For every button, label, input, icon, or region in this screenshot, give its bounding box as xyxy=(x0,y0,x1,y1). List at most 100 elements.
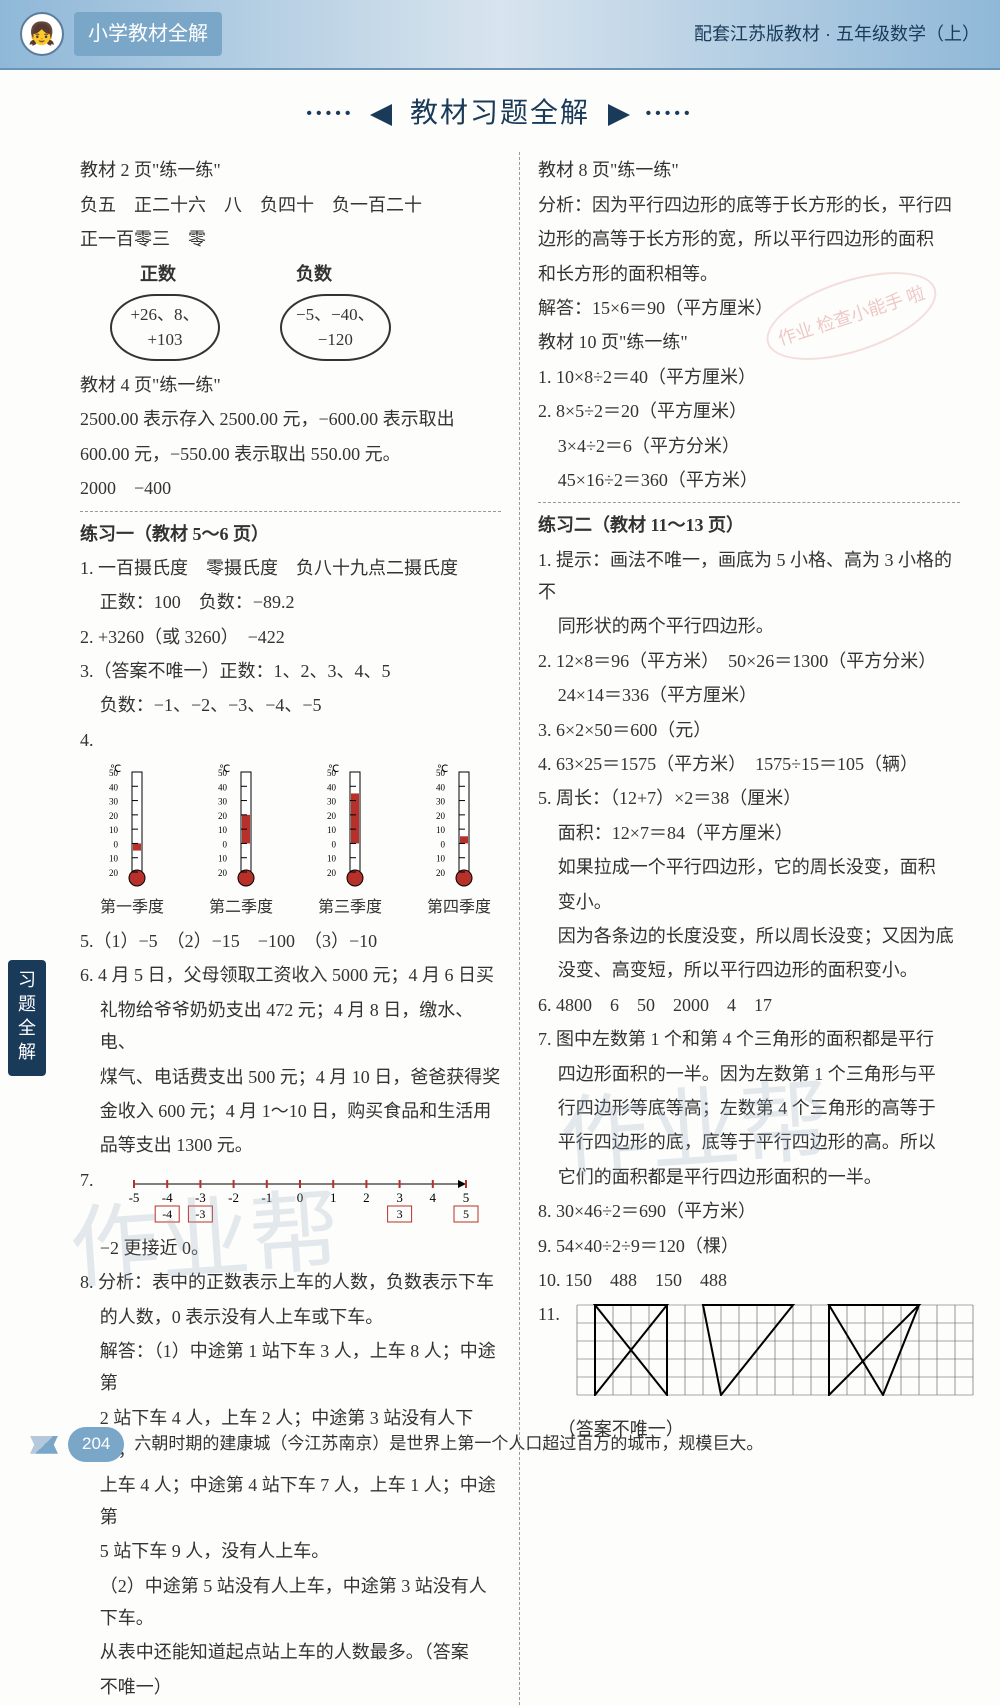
svg-text:20: 20 xyxy=(109,811,119,821)
thermometer-row: ℃ 504030201001020 第一季度 ℃ 504030201001020… xyxy=(100,762,491,923)
page-title: 教材习题全解 xyxy=(0,88,1000,138)
svg-text:0: 0 xyxy=(331,840,336,850)
q8h: 从表中还能知道起点站上车的人数最多。（答案 xyxy=(80,1636,501,1668)
q7e: 它们的面积都是平行四边形面积的一半。 xyxy=(538,1161,960,1193)
svg-text:30: 30 xyxy=(327,797,337,807)
q9: 9. 54×40÷2÷9＝120（棵） xyxy=(538,1230,960,1262)
ribbon-icon xyxy=(30,1436,58,1454)
svg-text:-1: -1 xyxy=(261,1190,272,1205)
svg-text:20: 20 xyxy=(327,868,337,878)
svg-text:5: 5 xyxy=(462,1190,469,1205)
bubble-row: +26、8、 +103 −5、−40、 −120 xyxy=(110,294,501,361)
svg-text:10: 10 xyxy=(218,825,228,835)
svg-text:50: 50 xyxy=(218,768,228,778)
svg-text:40: 40 xyxy=(436,783,446,793)
q5f: 没变、高变短，所以平行四边形的面积变小。 xyxy=(538,954,960,986)
text-line: 2500.00 表示存入 2500.00 元，−600.00 表示取出 xyxy=(80,403,501,435)
svg-text:20: 20 xyxy=(327,811,337,821)
arrow-right-icon xyxy=(608,104,630,126)
q1: 1. 10×8÷2＝40（平方厘米） xyxy=(538,361,960,393)
text-line: 分析：因为平行四边形的底等于长方形的长，平行四 xyxy=(538,189,960,221)
svg-text:20: 20 xyxy=(109,868,119,878)
thermometer: ℃ 504030201001020 第二季度 xyxy=(209,762,273,923)
svg-text:-4: -4 xyxy=(161,1190,172,1205)
top-bar: 👧 小学教材全解 配套江苏版教材 · 五年级数学（上） xyxy=(0,0,1000,70)
svg-text:3: 3 xyxy=(396,1190,403,1205)
svg-text:10: 10 xyxy=(327,825,337,835)
neg-bubble: −5、−40、 −120 xyxy=(280,294,391,361)
q1b: 同形状的两个平行四边形。 xyxy=(538,610,960,642)
svg-text:30: 30 xyxy=(109,797,119,807)
q8g: （2）中途第 5 站没有人上车，中途第 3 站没有人下车。 xyxy=(80,1570,501,1635)
section-head: 教材 8 页"练一练" xyxy=(538,154,960,186)
q2c: 45×16÷2＝360（平方米） xyxy=(538,464,960,496)
svg-text:40: 40 xyxy=(327,783,337,793)
q2b: 24×14＝336（平方厘米） xyxy=(538,679,960,711)
q7b: −2 更接近 0。 xyxy=(80,1232,501,1264)
svg-text:5: 5 xyxy=(463,1207,469,1221)
footer: 204 六朝时期的建康城（今江苏南京）是世界上第一个人口超过百万的城市，规模巨大… xyxy=(30,1427,970,1462)
svg-text:10: 10 xyxy=(327,854,337,864)
q6a: 6. 4 月 5 日，父母领取工资收入 5000 元；4 月 6 日买 xyxy=(80,959,501,991)
svg-text:30: 30 xyxy=(218,797,228,807)
svg-text:4: 4 xyxy=(429,1190,436,1205)
q8f: 5 站下车 9 人，没有人上车。 xyxy=(80,1535,501,1567)
q6e: 品等支出 1300 元。 xyxy=(80,1129,501,1161)
pos-bubble: +26、8、 +103 xyxy=(110,294,220,361)
svg-text:2: 2 xyxy=(363,1190,370,1205)
svg-text:20: 20 xyxy=(436,811,446,821)
q8e: 上车 4 人；中途第 4 站下车 7 人，上车 1 人；中途第 xyxy=(80,1469,501,1534)
q5d: 变小。 xyxy=(538,886,960,918)
q11-label: 11. xyxy=(538,1298,560,1330)
q10: 10. 150 488 150 488 xyxy=(538,1264,960,1296)
q8: 8. 30×46÷2＝690（平方米） xyxy=(538,1195,960,1227)
svg-text:-5: -5 xyxy=(128,1190,139,1205)
svg-text:20: 20 xyxy=(218,811,228,821)
svg-text:-2: -2 xyxy=(228,1190,239,1205)
svg-text:10: 10 xyxy=(109,854,119,864)
svg-text:1: 1 xyxy=(329,1190,336,1205)
text-line: 600.00 元，−550.00 表示取出 550.00 元。 xyxy=(80,438,501,470)
svg-text:40: 40 xyxy=(218,783,228,793)
q6b: 礼物给爷爷奶奶支出 472 元；4 月 8 日，缴水、电、 xyxy=(80,994,501,1059)
svg-text:-3: -3 xyxy=(194,1190,205,1205)
q2a: 2. 12×8＝96（平方米） 50×26＝1300（平方分米） xyxy=(538,645,960,677)
q6c: 煤气、电话费支出 500 元；4 月 10 日，爸爸获得奖 xyxy=(80,1061,501,1093)
arrow-left-icon xyxy=(370,104,392,126)
exercise-head: 练习二（教材 11～13 页） xyxy=(538,509,960,541)
left-column: 教材 2 页"练一练" 负五 正二十六 八 负四十 负一百二十 正一百零三 零 … xyxy=(70,152,520,1705)
svg-text:10: 10 xyxy=(436,854,446,864)
bubble-headers: 正数 负数 xyxy=(140,258,501,290)
q2: 2. +3260（或 3260） −422 xyxy=(80,621,501,653)
grid-figure xyxy=(576,1304,974,1406)
thermometer: ℃ 504030201001020 第三季度 xyxy=(318,762,382,923)
footer-fact: 六朝时期的建康城（今江苏南京）是世界上第一个人口超过百万的城市，规模巨大。 xyxy=(134,1429,763,1460)
q3a: 3.（答案不唯一）正数：1、2、3、4、5 xyxy=(80,655,501,687)
right-column: 教材 8 页"练一练" 分析：因为平行四边形的底等于长方形的长，平行四 边形的高… xyxy=(520,152,970,1705)
q7d: 平行四边形的底，底等于平行四边形的高。所以 xyxy=(538,1126,960,1158)
series-title: 小学教材全解 xyxy=(74,12,222,56)
section-head: 教材 4 页"练一练" xyxy=(80,369,501,401)
q6: 6. 4800 6 50 2000 4 17 xyxy=(538,989,960,1021)
svg-text:3: 3 xyxy=(396,1207,402,1221)
exercise-head: 练习一（教材 5～6 页） xyxy=(80,518,501,550)
svg-text:50: 50 xyxy=(327,768,337,778)
q1: 1. 一百摄氏度 零摄氏度 负八十九点二摄氏度 xyxy=(80,552,501,584)
side-tab: 习题全解 xyxy=(8,960,46,1076)
q8b: 的人数，0 表示没有人上车或下车。 xyxy=(80,1301,501,1333)
svg-text:20: 20 xyxy=(436,868,446,878)
number-line: -5-4-3-2-1012345-4-335 xyxy=(120,1170,480,1226)
page-number: 204 xyxy=(68,1427,124,1462)
q7c: 行四边形等底等高；左数第 4 个三角形的高等于 xyxy=(538,1092,960,1124)
thermometer: ℃ 504030201001020 第四季度 xyxy=(427,762,491,923)
svg-text:50: 50 xyxy=(436,768,446,778)
divider xyxy=(80,511,501,512)
svg-text:10: 10 xyxy=(109,825,119,835)
text-line: 2000 −400 xyxy=(80,472,501,504)
svg-text:40: 40 xyxy=(109,783,119,793)
q1a: 1. 提示：画法不唯一，画底为 5 小格、高为 3 小格的不 xyxy=(538,544,960,609)
q4: 4. 63×25＝1575（平方米） 1575÷15＝105（辆） xyxy=(538,748,960,780)
logo-block: 👧 小学教材全解 xyxy=(20,12,222,56)
q6d: 金收入 600 元；4 月 1～10 日，购买食品和生活用 xyxy=(80,1095,501,1127)
text-line: 正一百零三 零 xyxy=(80,223,501,255)
